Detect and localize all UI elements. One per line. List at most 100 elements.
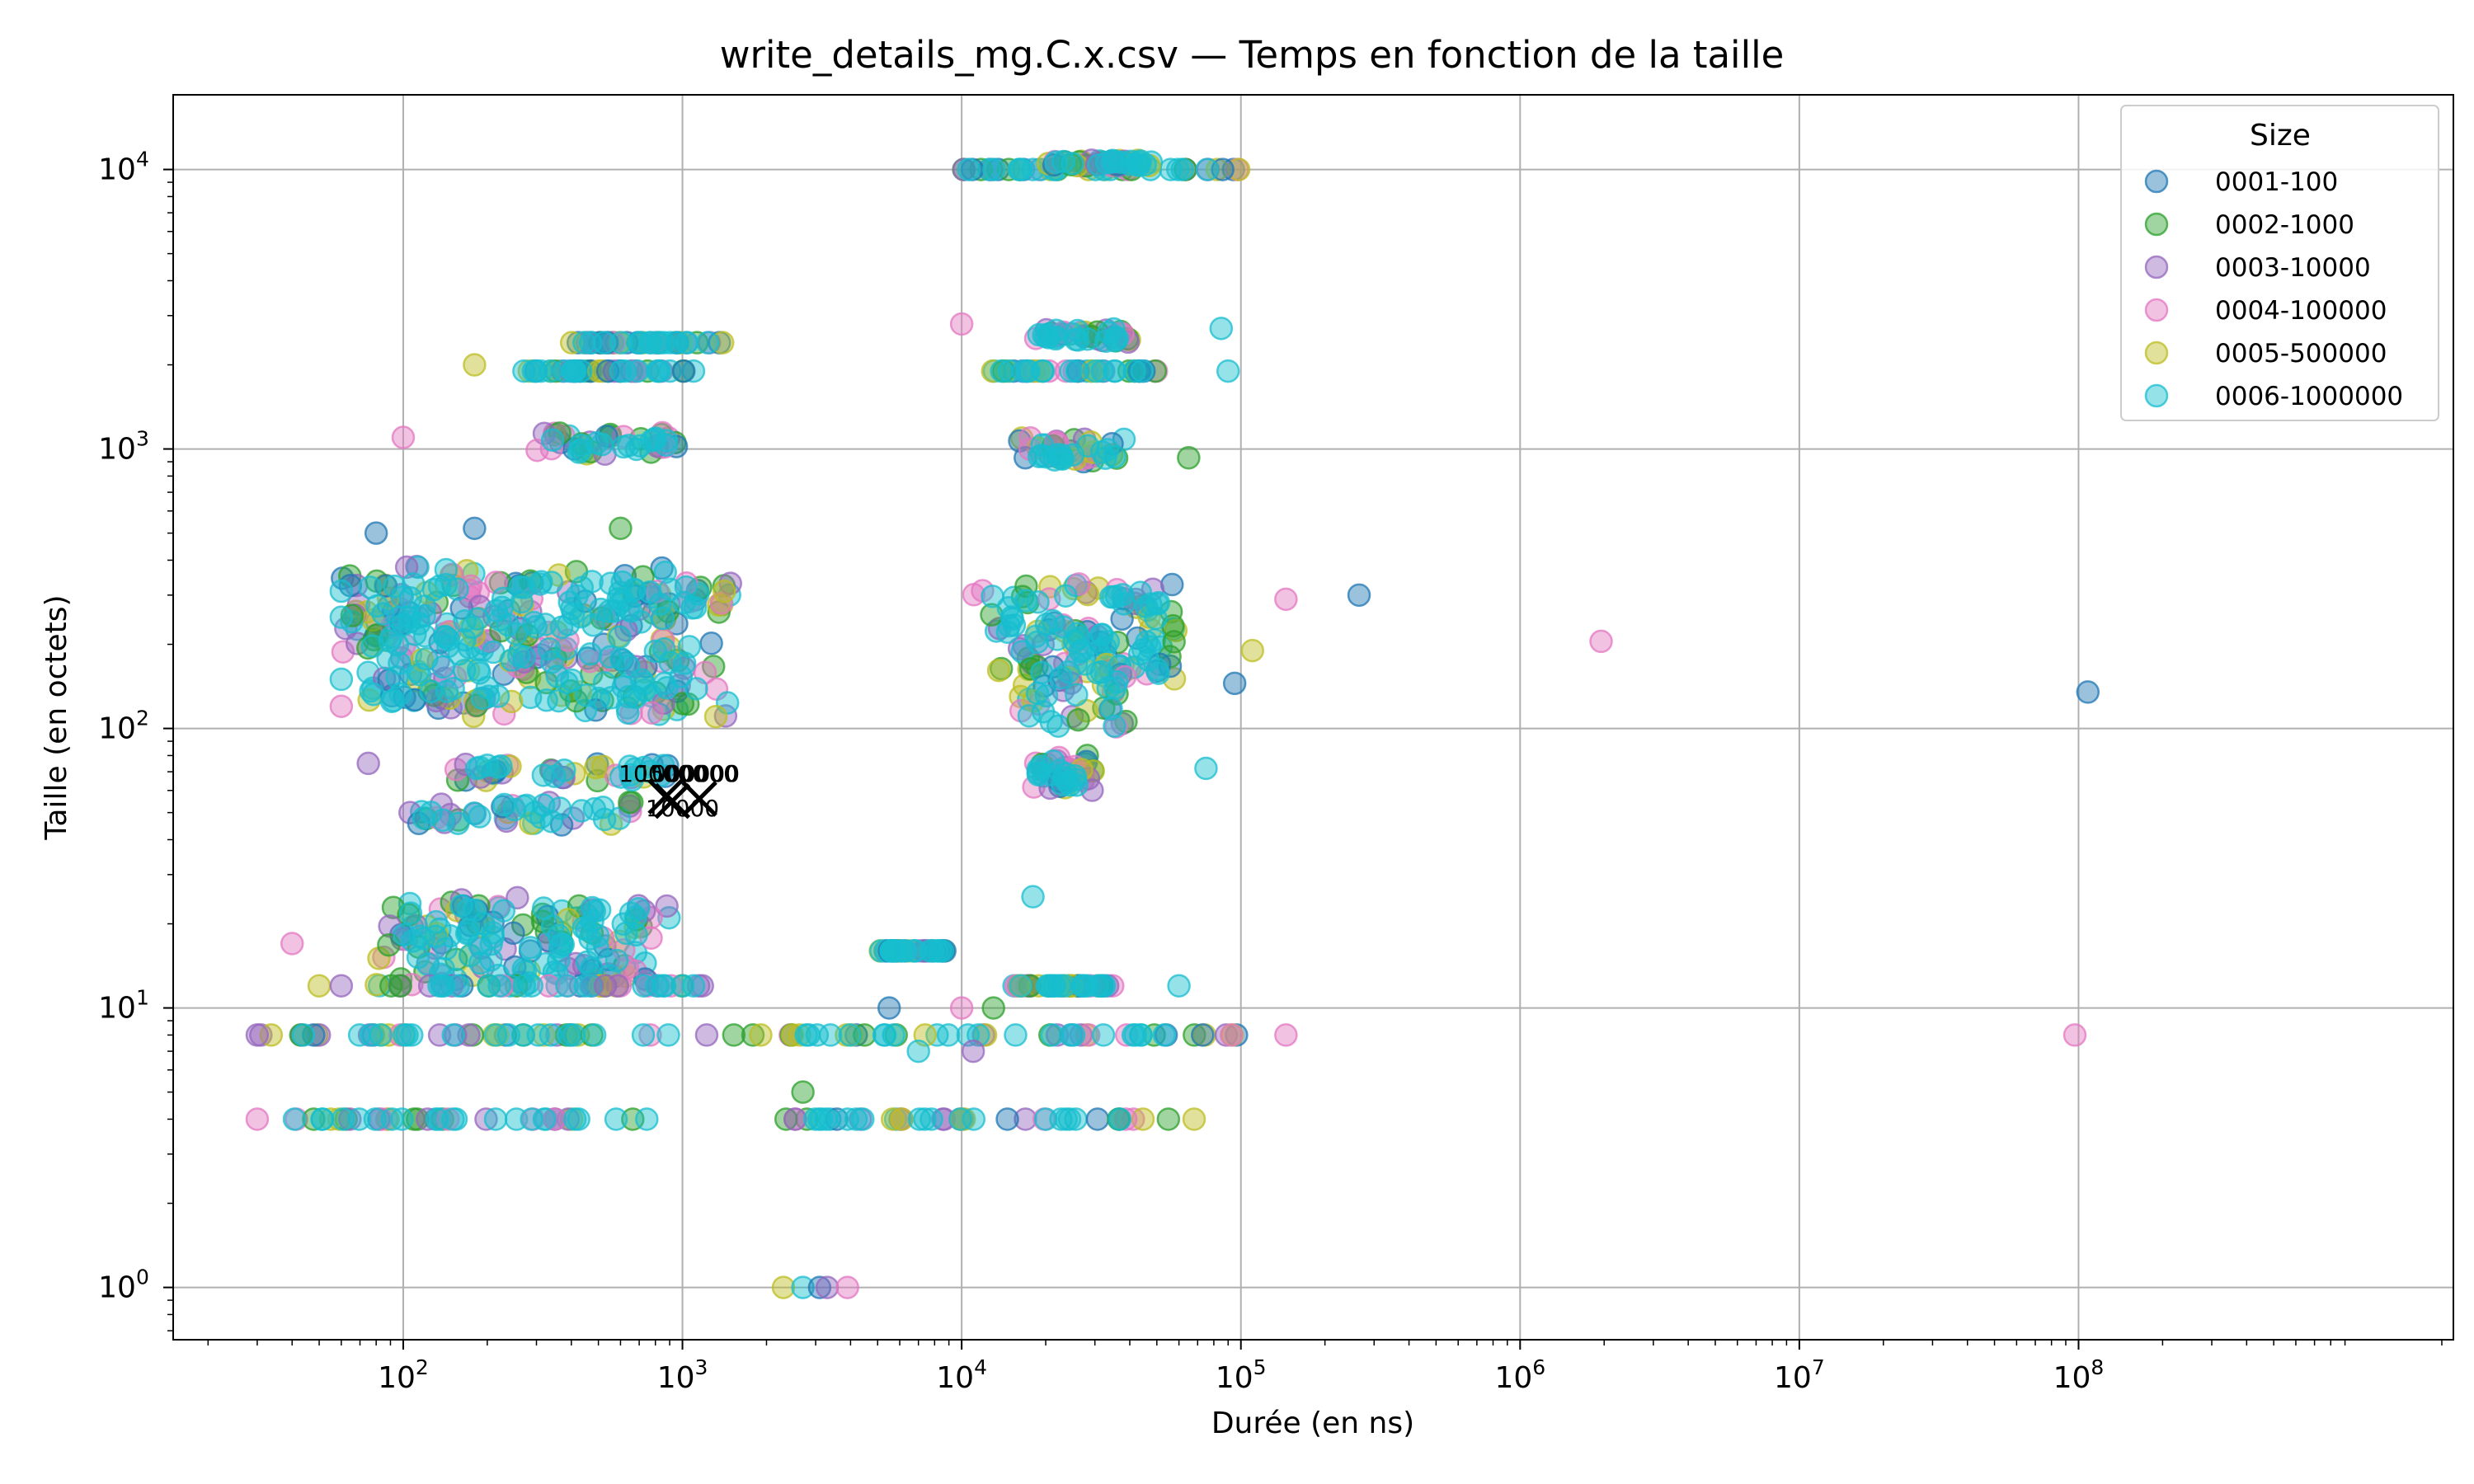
scatter-point	[533, 613, 557, 636]
scatter-point	[788, 1023, 811, 1047]
legend-label: 0002-1000	[2215, 210, 2354, 240]
scatter-point	[360, 1023, 383, 1047]
scatter-point	[520, 974, 544, 998]
scatter-point	[487, 974, 511, 998]
scatter-point	[844, 1107, 868, 1131]
scatter-point	[695, 331, 720, 355]
scatter-point	[531, 763, 556, 787]
scatter-point	[1139, 592, 1163, 616]
scatter-point	[483, 1107, 508, 1131]
scatter-point	[445, 577, 469, 601]
scatter-point	[1209, 317, 1234, 340]
scatter-point	[713, 579, 736, 603]
scatter-point	[379, 974, 403, 998]
scatter-point	[1170, 157, 1194, 181]
scatter-point	[329, 974, 354, 998]
scatter-point	[434, 937, 459, 961]
scatter-point	[534, 688, 558, 712]
scatter-point	[1065, 318, 1089, 343]
scatter-point	[1026, 590, 1050, 614]
scatter-point	[648, 592, 672, 617]
scatter-point	[1065, 683, 1089, 707]
scatter-point	[815, 1275, 840, 1299]
scatter-point	[658, 650, 682, 674]
scatter-point	[463, 516, 487, 541]
scatter-point	[415, 646, 439, 671]
scatter-point	[639, 429, 664, 453]
scatter-point	[1274, 587, 1298, 612]
scatter-point	[631, 1023, 656, 1047]
scatter-point	[365, 594, 389, 618]
scatter-point	[1048, 974, 1072, 998]
point-annotation: 10000	[646, 795, 719, 822]
scatter-point	[1041, 608, 1065, 633]
scatter-point	[562, 1023, 586, 1047]
scatter-point	[1068, 640, 1093, 664]
scatter-point	[805, 1023, 830, 1047]
scatter-point	[609, 516, 633, 541]
scatter-point	[412, 594, 437, 618]
scatter-point	[1040, 1023, 1065, 1047]
scatter-point	[1026, 761, 1051, 785]
scatter-point	[633, 678, 656, 702]
scatter-point	[1053, 584, 1078, 608]
legend-label: 0005-500000	[2215, 339, 2387, 369]
scatter-point	[605, 974, 630, 998]
scatter-point	[1089, 439, 1114, 464]
scatter-point	[835, 1107, 860, 1131]
scatter-point	[475, 754, 500, 777]
scatter-point	[402, 572, 426, 596]
scatter-point	[1347, 583, 1371, 608]
legend-marker	[2144, 212, 2169, 237]
scatter-point	[1122, 359, 1146, 383]
scatter-point	[681, 974, 706, 998]
scatter-point	[1177, 446, 1201, 470]
scatter-point	[329, 579, 354, 603]
scatter-point	[1030, 660, 1054, 685]
scatter-point	[361, 683, 386, 707]
scatter-point	[961, 1039, 985, 1064]
scatter-point	[1023, 624, 1048, 649]
scatter-point	[749, 1023, 773, 1047]
scatter-point	[499, 689, 524, 714]
scatter-point	[618, 599, 643, 623]
scatter-point	[548, 796, 572, 820]
scatter-point	[844, 1023, 868, 1047]
scatter-point	[1049, 1107, 1073, 1131]
scatter-point	[1054, 762, 1078, 786]
scatter-point	[1057, 1107, 1082, 1131]
scatter-point	[555, 670, 579, 695]
scatter-point	[635, 1107, 659, 1131]
scatter-point	[632, 974, 656, 998]
scatter-point	[1014, 1107, 1037, 1131]
scatter-point	[906, 1039, 930, 1064]
scatter-point	[592, 670, 617, 695]
scatter-point	[498, 754, 522, 778]
scatter-point	[479, 932, 503, 956]
scatter-point	[496, 613, 520, 637]
scatter-point	[1011, 359, 1035, 383]
x-axis-label: Durée (en ns)	[1211, 1407, 1414, 1440]
scatter-point	[307, 974, 332, 998]
scatter-point	[310, 1107, 335, 1131]
scatter-point	[1102, 359, 1126, 383]
scatter-point	[882, 1023, 905, 1047]
scatter-point	[674, 575, 698, 599]
scatter-point	[699, 632, 723, 655]
scatter-point	[245, 1107, 270, 1131]
scatter-point	[1121, 1023, 1145, 1047]
scatter-point	[569, 799, 594, 823]
scatter-point	[486, 684, 510, 708]
scatter-point	[360, 634, 385, 659]
scatter-point	[949, 996, 974, 1020]
scatter-point	[694, 1023, 719, 1047]
legend-marker	[2144, 298, 2169, 322]
scatter-point	[537, 636, 562, 661]
scatter-point	[329, 694, 354, 718]
scatter-point	[400, 1023, 424, 1047]
scatter-point	[1090, 622, 1114, 646]
scatter-point	[1127, 641, 1152, 666]
scatter-point	[453, 627, 477, 652]
scatter-point	[877, 996, 901, 1020]
